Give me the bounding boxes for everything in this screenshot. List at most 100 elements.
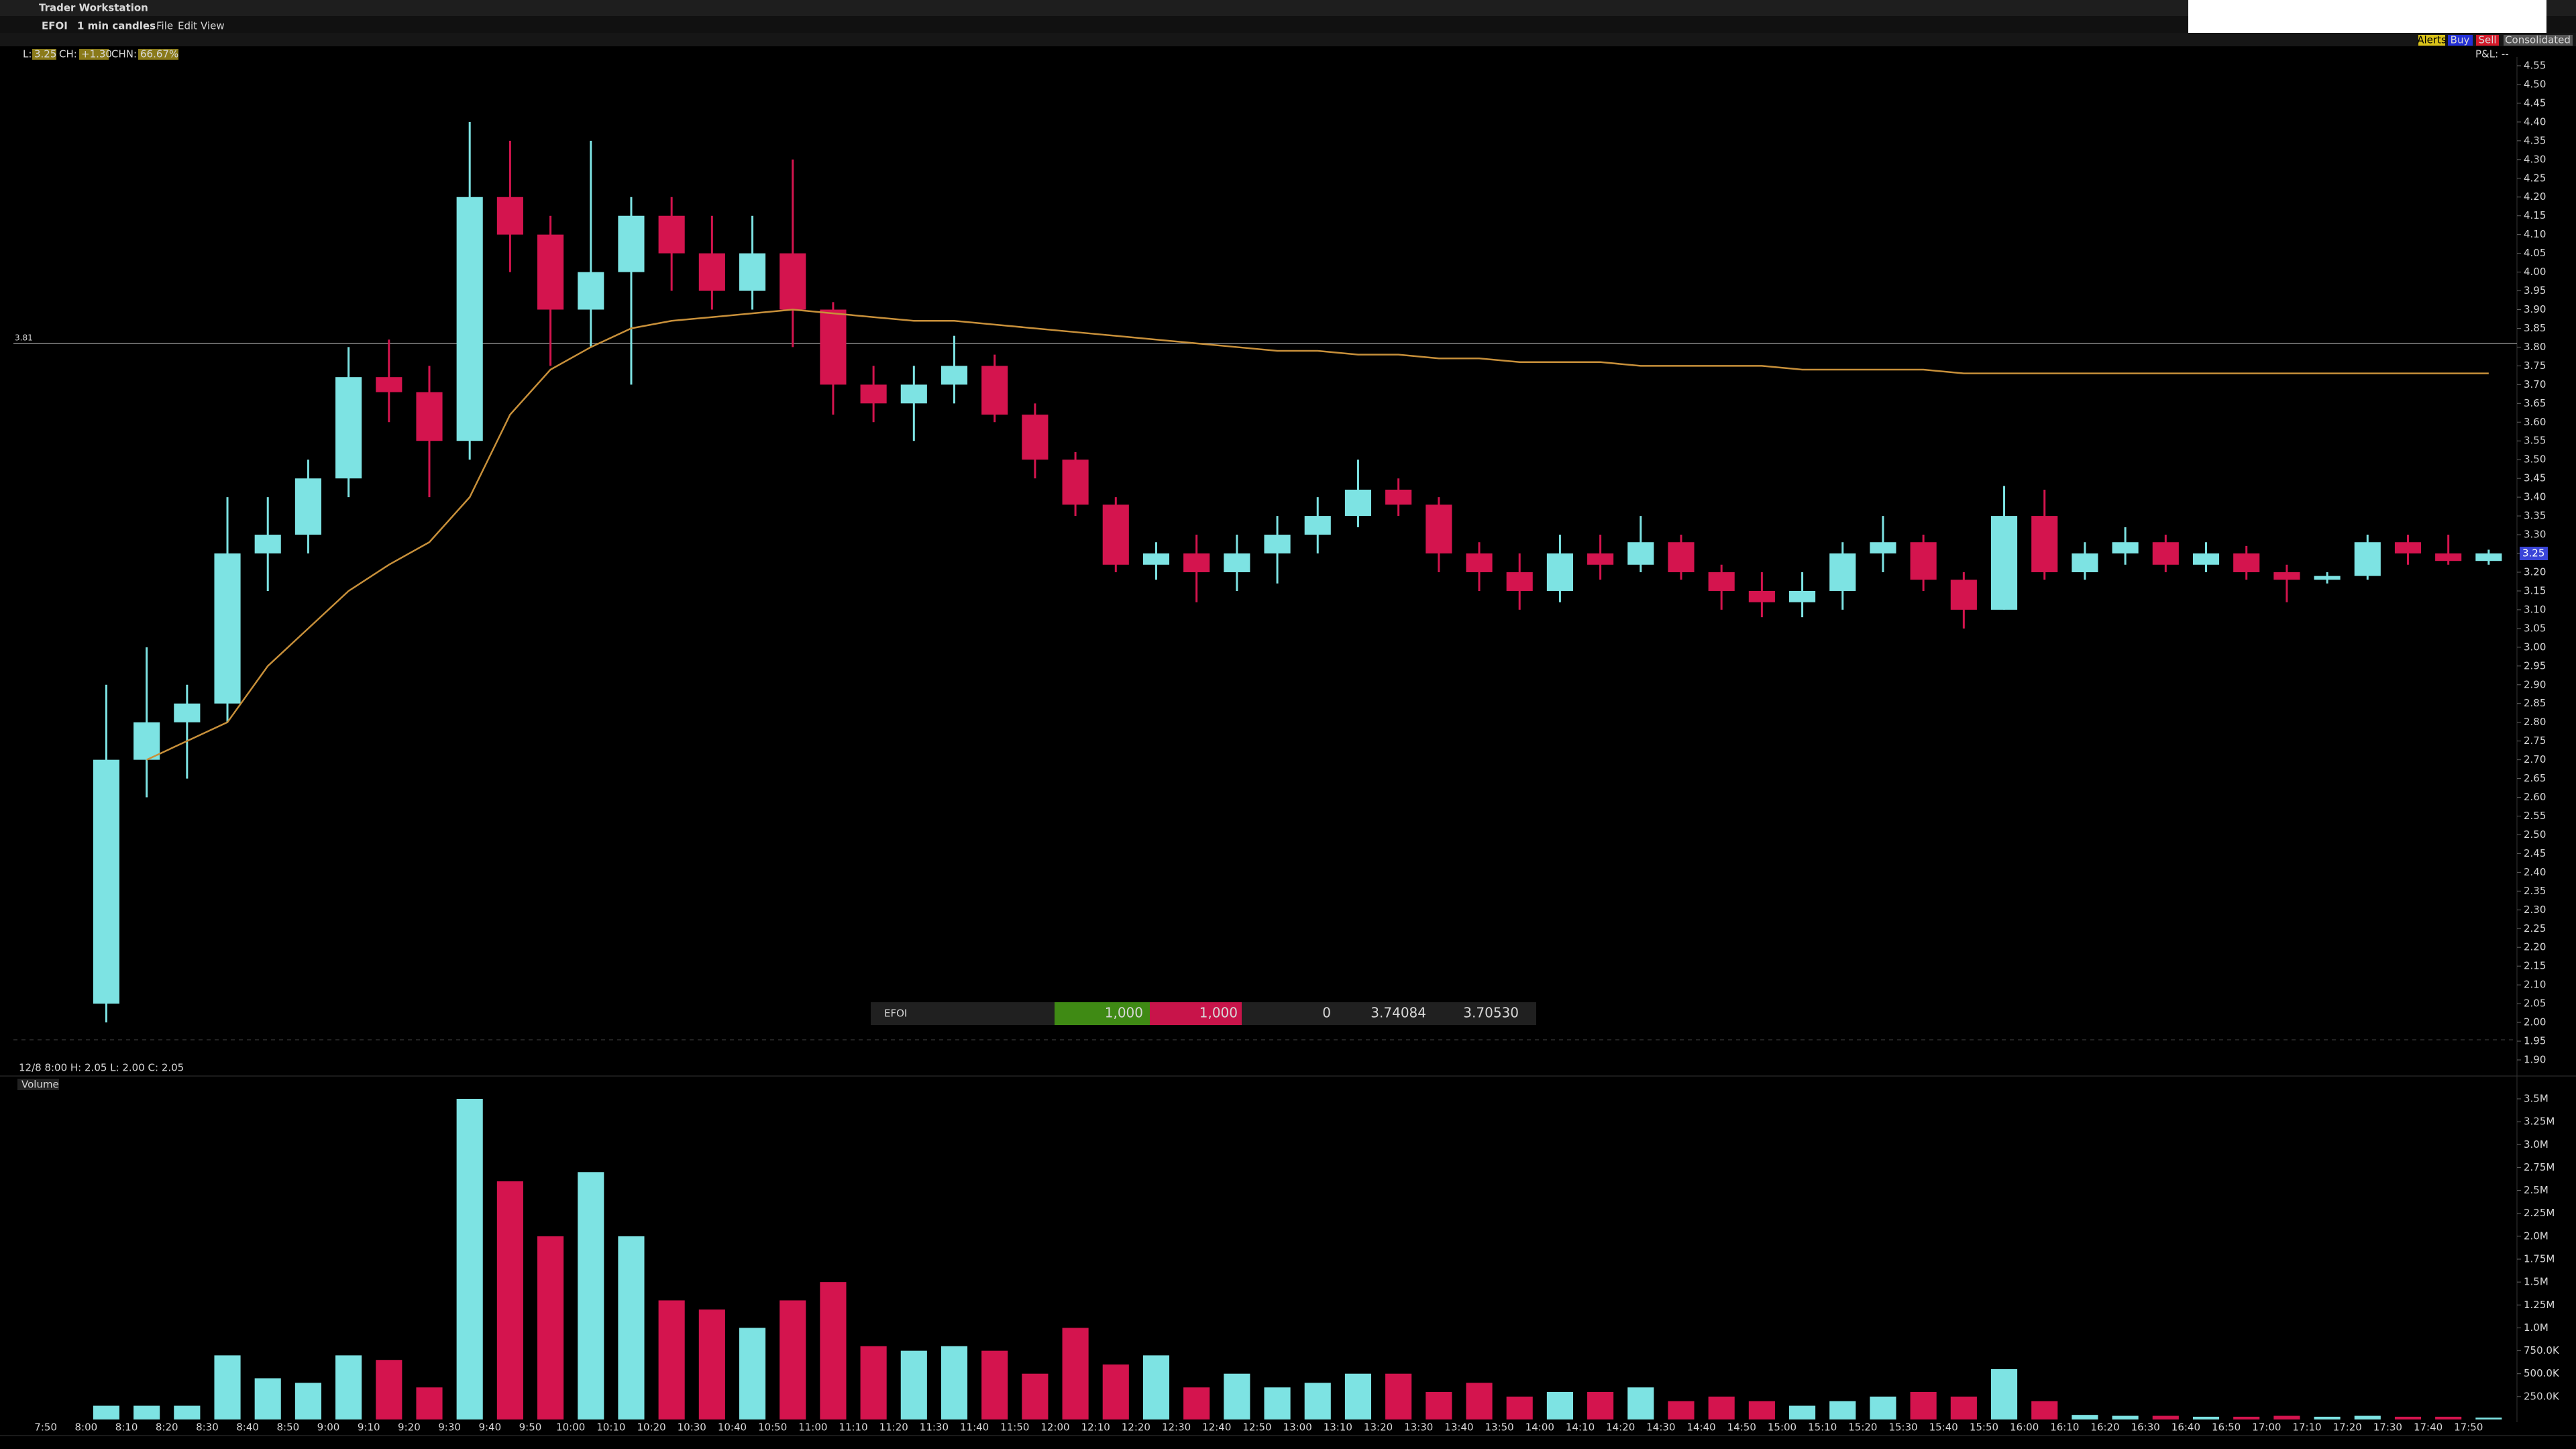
x-tick-label: 14:50 — [1727, 1421, 1756, 1434]
candle-body — [294, 478, 321, 535]
x-tick-label: 14:10 — [1566, 1421, 1595, 1434]
x-tick-label: 15:30 — [1888, 1421, 1917, 1434]
candle-body — [2112, 542, 2139, 554]
volume-bar — [1910, 1392, 1937, 1419]
y-tick-label: 3.90 — [2524, 303, 2546, 315]
volume-bar — [1627, 1387, 1654, 1419]
candle-body — [820, 309, 847, 385]
candle-body — [1546, 553, 1573, 591]
y-tick-label: 3.80 — [2524, 341, 2546, 353]
candle-body — [1344, 489, 1372, 517]
candle-body — [981, 366, 1008, 415]
x-tick-label: 13:50 — [1485, 1421, 1514, 1434]
x-tick-label: 7:50 — [34, 1421, 57, 1434]
y-tick-label: 4.40 — [2524, 115, 2546, 127]
x-tick-label: 8:10 — [115, 1421, 138, 1434]
y-tick-label: 4.35 — [2524, 134, 2546, 146]
bid-size: 1,000 — [1105, 1005, 1143, 1021]
candle-body — [416, 392, 443, 441]
y-tick-label: 4.50 — [2524, 78, 2546, 90]
volume-bar — [1546, 1392, 1573, 1419]
overlay-box — [2188, 0, 2546, 33]
candle-body — [1870, 542, 1896, 554]
candle-body — [2435, 553, 2462, 561]
y-tick-label: 2.85 — [2524, 697, 2546, 709]
x-tick-label: 10:10 — [596, 1421, 625, 1434]
candle-body — [2354, 542, 2381, 576]
menu-item[interactable]: View — [201, 20, 225, 32]
volume-tick-label: 2.25M — [2524, 1207, 2555, 1219]
alerts-button[interactable] — [2418, 35, 2445, 46]
candle-body — [2475, 553, 2502, 561]
x-tick-label: 12:30 — [1162, 1421, 1191, 1434]
menu-item[interactable]: Edit — [178, 20, 197, 32]
candle-body — [780, 253, 806, 310]
last-price-label: 3.25 — [2522, 547, 2544, 559]
volume-bar — [1102, 1364, 1129, 1419]
x-tick-label: 13:10 — [1324, 1421, 1352, 1434]
volume-bar — [2354, 1415, 2381, 1419]
y-tick-label: 4.10 — [2524, 228, 2546, 240]
volume-bar — [1022, 1373, 1049, 1419]
candle-body — [537, 234, 564, 310]
candle-body — [1950, 580, 1977, 610]
ask-cell[interactable] — [1150, 1002, 1242, 1025]
y-tick-label: 1.90 — [2524, 1054, 2546, 1066]
vwap-line — [146, 309, 2489, 761]
x-tick-label: 9:00 — [317, 1421, 340, 1434]
volume-bar — [1466, 1383, 1493, 1419]
x-tick-label: 11:50 — [1000, 1421, 1029, 1434]
interval[interactable]: 1 min candles — [77, 20, 156, 32]
volume-tick-label: 500.0K — [2524, 1367, 2560, 1379]
consolidated-label: Consolidated — [2505, 34, 2571, 46]
candle-body — [1183, 553, 1210, 572]
menu-item[interactable]: File — [156, 20, 173, 32]
candle-body — [1789, 590, 1816, 602]
volume-bar — [335, 1355, 362, 1419]
volume-title: Volume — [21, 1079, 59, 1091]
x-tick-label: 12:40 — [1202, 1421, 1231, 1434]
volume-bar — [214, 1355, 241, 1419]
candle-body — [335, 377, 362, 479]
candle-body — [658, 215, 685, 254]
y-tick-label: 2.35 — [2524, 885, 2546, 897]
info-highlight — [79, 49, 109, 60]
volume-bar — [2233, 1416, 2260, 1419]
candle-body — [1062, 460, 1089, 505]
x-tick-label: 13:40 — [1444, 1421, 1473, 1434]
x-tick-label: 11:30 — [920, 1421, 949, 1434]
info-value: 3.25 — [34, 48, 56, 60]
y-tick-label: 4.25 — [2524, 172, 2546, 184]
x-tick-label: 16:00 — [2010, 1421, 2039, 1434]
candle-body — [133, 722, 160, 760]
y-tick-label: 3.20 — [2524, 566, 2546, 578]
symbol[interactable]: EFOI — [42, 20, 68, 32]
y-tick-label: 3.70 — [2524, 378, 2546, 390]
alerts-label: Alerts — [2417, 34, 2447, 46]
volume-bar — [376, 1360, 402, 1419]
sell-button[interactable] — [2476, 35, 2499, 46]
x-tick-label: 17:20 — [2333, 1421, 2362, 1434]
x-tick-label: 15:50 — [1970, 1421, 1998, 1434]
candle-body — [2072, 553, 2098, 572]
x-tick-label: 17:00 — [2252, 1421, 2281, 1434]
candle-body — [578, 272, 604, 310]
volume-bar — [1668, 1401, 1695, 1419]
volume-bar — [1870, 1396, 1896, 1419]
bid-cell[interactable] — [1055, 1002, 1150, 1025]
volume-bar — [2475, 1417, 2502, 1419]
consolidated-button[interactable] — [2504, 35, 2573, 46]
candle-body — [174, 703, 201, 722]
candle-body — [900, 384, 927, 404]
candle-body — [456, 197, 483, 441]
buy-button[interactable] — [2448, 35, 2473, 46]
volume-bar — [820, 1282, 847, 1419]
candle-body — [1910, 542, 1937, 580]
x-tick-label: 9:40 — [478, 1421, 501, 1434]
info-label: L: — [23, 48, 32, 60]
reference-label: 3.81 — [15, 333, 33, 342]
title-bar — [0, 0, 2576, 16]
x-tick-label: 15:00 — [1768, 1421, 1796, 1434]
y-tick-label: 2.05 — [2524, 998, 2546, 1010]
